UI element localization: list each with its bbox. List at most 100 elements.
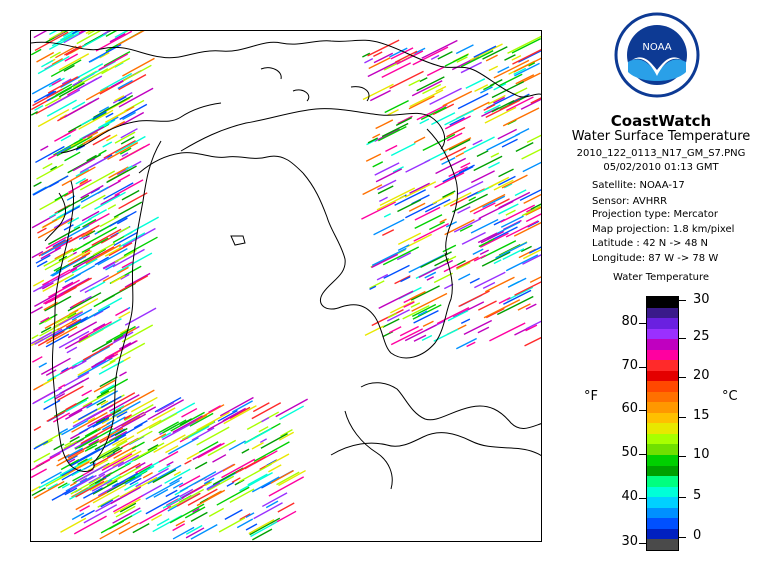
swath-streak [369,285,377,291]
swath-streak [405,201,438,219]
swath-streak [403,301,415,308]
swath-streak [390,47,414,60]
swath-streak [486,133,520,151]
swath-streak [116,411,128,419]
swath-streak [97,480,126,497]
swath-streak [118,342,132,350]
swath-streak [376,195,406,211]
swath-streak [365,153,382,162]
swath-streak [424,198,451,213]
swath-streak [72,241,91,253]
swath-streak [164,468,191,484]
swath-streak [165,445,179,454]
swath-streak [52,412,71,423]
swath-streak [395,116,413,126]
swath-streak [456,261,471,270]
swath-streak [239,513,251,521]
swath-streak [394,50,418,63]
swath-streak [51,489,71,501]
swath-streak [169,476,183,485]
swath-streak [90,187,100,194]
swath-streak [82,126,105,140]
swath-streak [175,520,186,527]
swath-streak [456,56,468,63]
swath-streak [252,528,273,541]
swath-streak [42,376,57,386]
swath-streak [99,246,115,256]
swath-streak [112,436,127,446]
swath-streak [482,46,508,60]
swath-streak [77,458,88,466]
swath-streak [480,86,493,94]
swath-streak [89,444,98,450]
swath-streak [76,428,101,443]
swath-streak [72,157,96,172]
tick-f: 40 [621,489,638,504]
swath-streak [408,254,445,274]
swath-streak [117,174,131,182]
swath-streak [419,77,428,83]
swath-streak [33,31,48,39]
swath-streak [115,505,136,518]
swath-streak [485,307,505,319]
swath-streak [112,494,144,513]
swath-streak [444,115,471,130]
swath-streak [57,385,84,401]
swath-streak [260,432,288,449]
swath-streak [105,31,118,37]
swath-streak [94,478,105,485]
swath-streak [153,434,186,453]
swath-streak [53,217,73,229]
swath-streak [85,230,96,237]
swath-streak [119,111,145,127]
swath-streak [444,109,474,126]
swath-streak [387,312,397,319]
swath-streak [185,527,205,539]
swath-streak [384,99,409,114]
swath-streak [91,228,122,246]
swath-streak [482,281,496,289]
swath-streak [505,254,539,272]
color-swatch [647,349,678,361]
swath-streak [75,480,105,498]
swath-streak [141,484,163,497]
swath-streak [520,245,532,253]
swath-streak [455,152,465,158]
tick-c: 10 [693,447,710,462]
swath-streak [472,139,483,146]
swath-streak [125,165,133,171]
swath-streak [70,476,102,495]
lower-peninsula-west [138,152,304,174]
swath-streak [67,312,77,319]
swath-streak [379,196,388,203]
swath-streak [112,507,141,524]
swath-streak [108,353,119,360]
swath-streak [413,136,426,144]
swath-streak [69,253,101,272]
swath-streak [501,138,518,148]
swath-streak [108,166,129,179]
swath-streak [474,271,506,289]
swath-streak [50,59,82,78]
swath-streak [232,400,253,413]
swath-streak [100,233,118,244]
swath-streak [115,462,141,478]
swath-streak [101,359,116,369]
swath-streak [85,87,109,101]
swath-streak [422,320,434,328]
swath-streak [158,464,171,473]
swath-streak [114,427,128,436]
swath-streak [208,405,221,414]
swath-streak [368,57,391,70]
swath-streak [53,31,65,38]
swath-streak [528,246,541,254]
swath-streak [414,47,426,55]
swath-streak [76,31,102,45]
swath-streak [236,518,254,529]
swath-streak [119,371,127,377]
swath-streak [67,153,102,174]
swath-streak [86,440,99,449]
swath-streak [34,105,44,111]
swath-streak [197,442,225,459]
swath-streak [478,238,495,248]
